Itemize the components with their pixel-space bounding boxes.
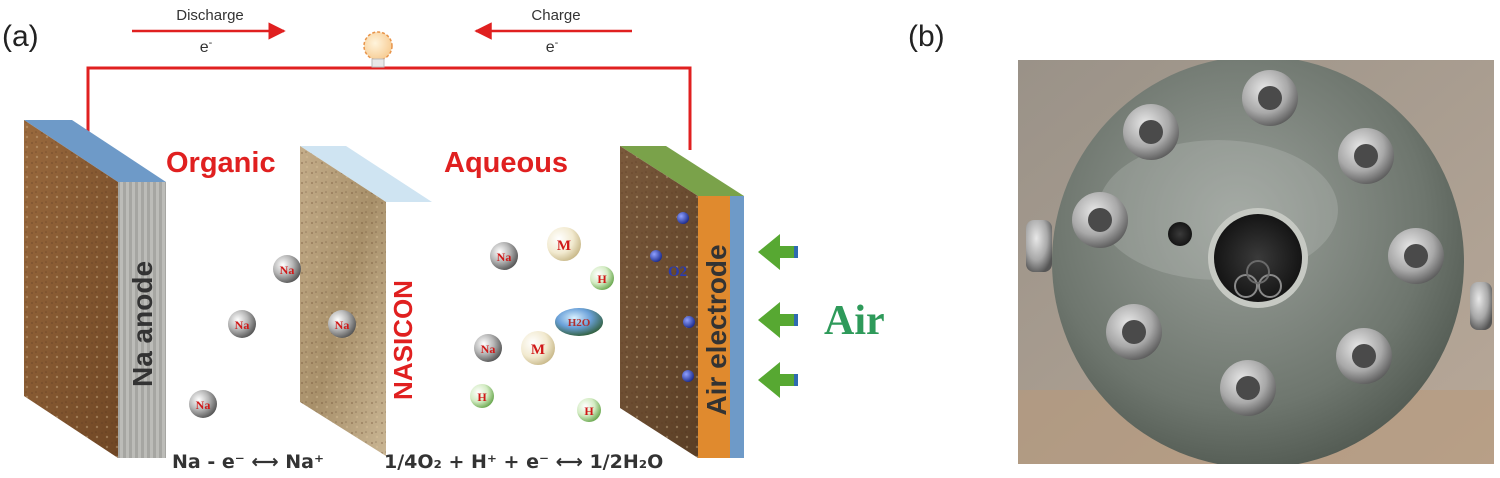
light-bulb-icon — [363, 31, 393, 68]
o2-molecule — [677, 212, 689, 224]
svg-text:Na: Na — [335, 318, 350, 332]
svg-text:H: H — [477, 390, 487, 404]
air-arrow-icon — [758, 362, 798, 398]
h-ion: H — [470, 384, 494, 408]
air-electrode-label: Air electrode — [701, 244, 732, 415]
o2-molecule — [683, 316, 695, 328]
side-pin — [1026, 220, 1052, 272]
aqueous-label: Aqueous — [444, 147, 568, 179]
bolt — [1106, 304, 1162, 360]
na-anode-label: Na anode — [127, 261, 158, 387]
svg-text:Na: Na — [481, 342, 496, 356]
panel-label-a: (a) — [2, 20, 39, 53]
m-ion: M — [547, 227, 581, 261]
nasicon-slab — [300, 146, 432, 456]
na-ion: Na — [228, 310, 256, 338]
electron-label-right: e- — [546, 37, 559, 56]
svg-text:M: M — [557, 238, 571, 254]
h-ion: H — [577, 398, 601, 422]
charge-label: Charge — [531, 7, 580, 24]
svg-text:Na: Na — [497, 250, 512, 264]
air-arrow-icon — [758, 302, 798, 338]
m-ion: M — [521, 331, 555, 365]
organic-label: Organic — [166, 147, 276, 179]
small-hole — [1168, 222, 1192, 246]
air-window — [1208, 208, 1308, 308]
bolt — [1336, 328, 1392, 384]
water-molecule: H2O — [555, 308, 603, 336]
air-label: Air — [824, 298, 885, 344]
bolt — [1072, 192, 1128, 248]
svg-text:Na: Na — [196, 398, 211, 412]
nasicon-label: NASICON — [388, 280, 418, 400]
na-ion: Na — [474, 334, 502, 362]
svg-text:H: H — [584, 404, 594, 418]
svg-text:H: H — [597, 272, 607, 286]
anode-equation: Na - e⁻ ⟷ Na⁺ — [172, 451, 324, 473]
na-anode-slab — [24, 120, 166, 458]
bolt — [1220, 360, 1276, 416]
o2-molecule — [682, 370, 694, 382]
discharge-label: Discharge — [176, 7, 244, 24]
side-pin — [1470, 282, 1492, 330]
o2-molecule — [650, 250, 662, 262]
bolt — [1242, 70, 1298, 126]
na-ion: Na — [328, 310, 356, 338]
electron-label-left: e- — [200, 37, 213, 56]
bolt — [1388, 228, 1444, 284]
cell-photo — [1018, 60, 1494, 464]
bolt — [1338, 128, 1394, 184]
na-ion: Na — [273, 255, 301, 283]
svg-text:H2O: H2O — [568, 317, 591, 329]
h-ion: H — [590, 266, 614, 290]
svg-text:Na: Na — [280, 263, 295, 277]
svg-text:Na: Na — [235, 318, 250, 332]
svg-text:M: M — [531, 342, 545, 358]
panel-label-b: (b) — [908, 20, 945, 53]
bolt — [1123, 104, 1179, 160]
na-ion: Na — [189, 390, 217, 418]
circuit-wire — [86, 66, 692, 150]
o2-label: O2 — [668, 264, 687, 280]
air-arrow-icon — [758, 234, 798, 270]
air-electrode-slab — [620, 146, 744, 458]
cathode-equation: 1/4O₂ + H⁺ + e⁻ ⟷ 1/2H₂O — [384, 451, 663, 473]
na-ion: Na — [490, 242, 518, 270]
